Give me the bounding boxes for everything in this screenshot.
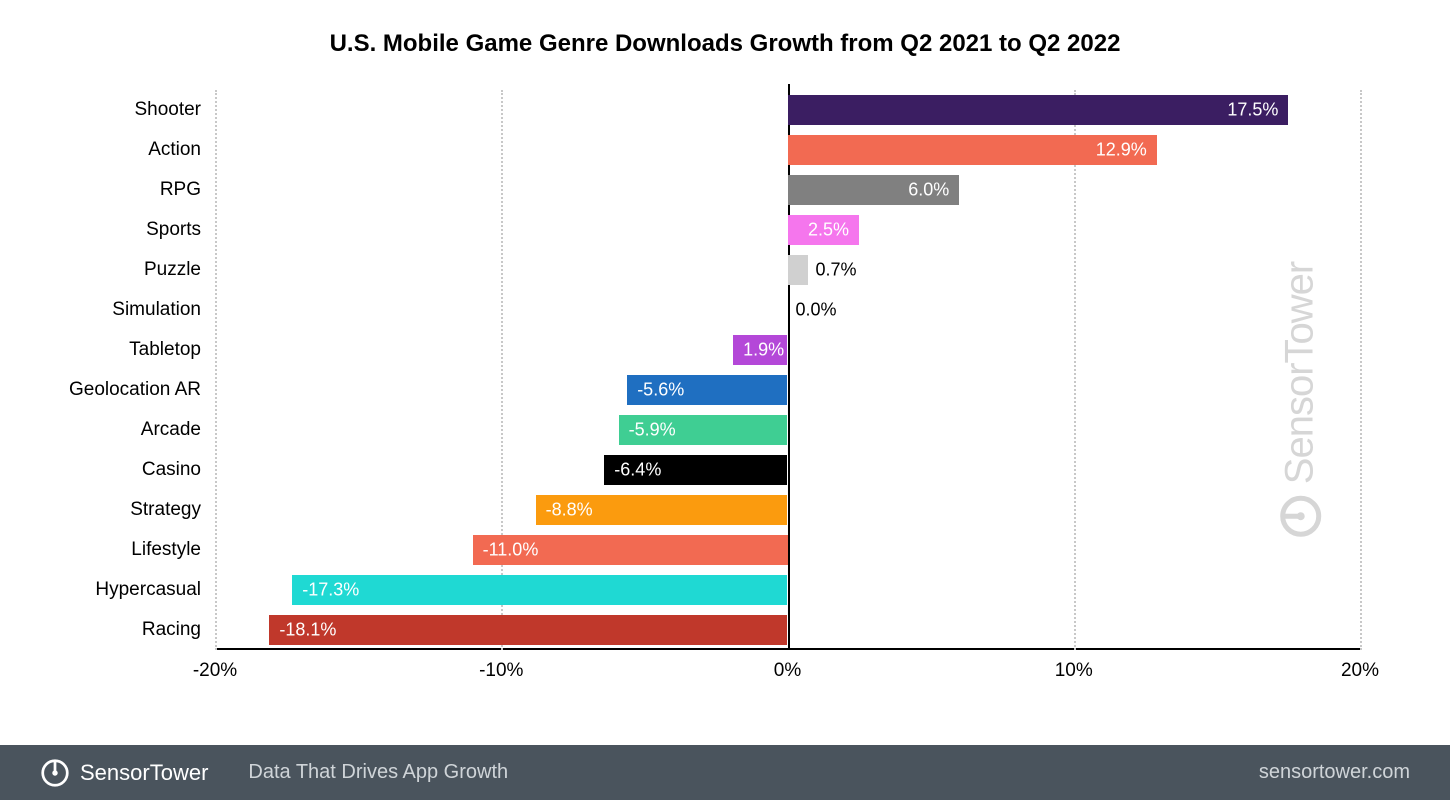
gridline: [501, 90, 503, 650]
category-label: Hypercasual: [95, 579, 201, 601]
category-label: Strategy: [130, 499, 201, 521]
category-label: Puzzle: [144, 259, 201, 281]
bar-value-label: -5.6%: [627, 379, 684, 400]
category-label: Shooter: [134, 99, 201, 121]
x-tick-label: -20%: [193, 660, 237, 682]
bar-value-label: 1.9%: [733, 339, 784, 360]
x-tick-label: 10%: [1055, 660, 1093, 682]
category-label: Sports: [146, 219, 201, 241]
brand-name: SensorTower: [80, 760, 208, 786]
bar-value-label: -5.9%: [619, 419, 676, 440]
footer-tagline: Data That Drives App Growth: [248, 761, 508, 784]
category-label: Racing: [142, 619, 201, 641]
footer: SensorTower Data That Drives App Growth …: [0, 745, 1450, 800]
bar-row: RPG6.0%: [215, 175, 1360, 205]
x-tick-label: 0%: [774, 660, 801, 682]
bar-value-label: -8.8%: [536, 499, 593, 520]
category-label: Tabletop: [129, 339, 201, 361]
x-tick-label: 20%: [1341, 660, 1379, 682]
category-label: Geolocation AR: [69, 379, 201, 401]
bar-row: Simulation0.0%: [215, 295, 1360, 325]
footer-url: sensortower.com: [1259, 761, 1410, 784]
category-label: Action: [148, 139, 201, 161]
bar-value-label: -17.3%: [292, 579, 359, 600]
chart-title: U.S. Mobile Game Genre Downloads Growth …: [0, 0, 1450, 78]
bar-value-label: 6.0%: [908, 179, 959, 200]
bar-value-label: -18.1%: [269, 619, 336, 640]
bar: [788, 255, 808, 285]
bar-row: Shooter17.5%: [215, 95, 1360, 125]
bar-row: Puzzle0.7%: [215, 255, 1360, 285]
gridline: [1074, 90, 1076, 650]
footer-brand: SensorTower: [40, 758, 208, 788]
category-label: Simulation: [112, 299, 201, 321]
bar-value-label: 2.5%: [808, 219, 859, 240]
gridline: [1360, 90, 1362, 650]
bar-value-label: -6.4%: [604, 459, 661, 480]
bar-row: Strategy-8.8%: [215, 495, 1360, 525]
category-label: Arcade: [141, 419, 201, 441]
bar-row: Hypercasual-17.3%: [215, 575, 1360, 605]
bar-row: Action12.9%: [215, 135, 1360, 165]
bar-row: Arcade-5.9%: [215, 415, 1360, 445]
bar: [788, 95, 1289, 125]
bar-row: Sports2.5%: [215, 215, 1360, 245]
bar-value-label: 12.9%: [1096, 139, 1157, 160]
plot-region: -20%-10%0%10%20%Shooter17.5%Action12.9%R…: [215, 90, 1360, 650]
x-tick-label: -10%: [479, 660, 523, 682]
bar-value-label: 0.7%: [808, 259, 857, 280]
category-label: Lifestyle: [131, 539, 201, 561]
bar-row: Casino-6.4%: [215, 455, 1360, 485]
bar-row: Racing-18.1%: [215, 615, 1360, 645]
bar-row: Geolocation AR-5.6%: [215, 375, 1360, 405]
bar-value-label: 17.5%: [1227, 99, 1288, 120]
bar-value-label: -11.0%: [473, 539, 539, 560]
zero-axis-line: [788, 84, 790, 650]
bar: [292, 575, 787, 605]
category-label: RPG: [160, 179, 201, 201]
gridline: [215, 90, 217, 650]
bar-value-label: 0.0%: [788, 299, 837, 320]
category-label: Casino: [142, 459, 201, 481]
chart-area: -20%-10%0%10%20%Shooter17.5%Action12.9%R…: [60, 80, 1390, 690]
bar-row: Lifestyle-11.0%: [215, 535, 1360, 565]
brand-logo-icon: [40, 758, 70, 788]
bar: [269, 615, 787, 645]
bar-row: Tabletop1.9%: [215, 335, 1360, 365]
